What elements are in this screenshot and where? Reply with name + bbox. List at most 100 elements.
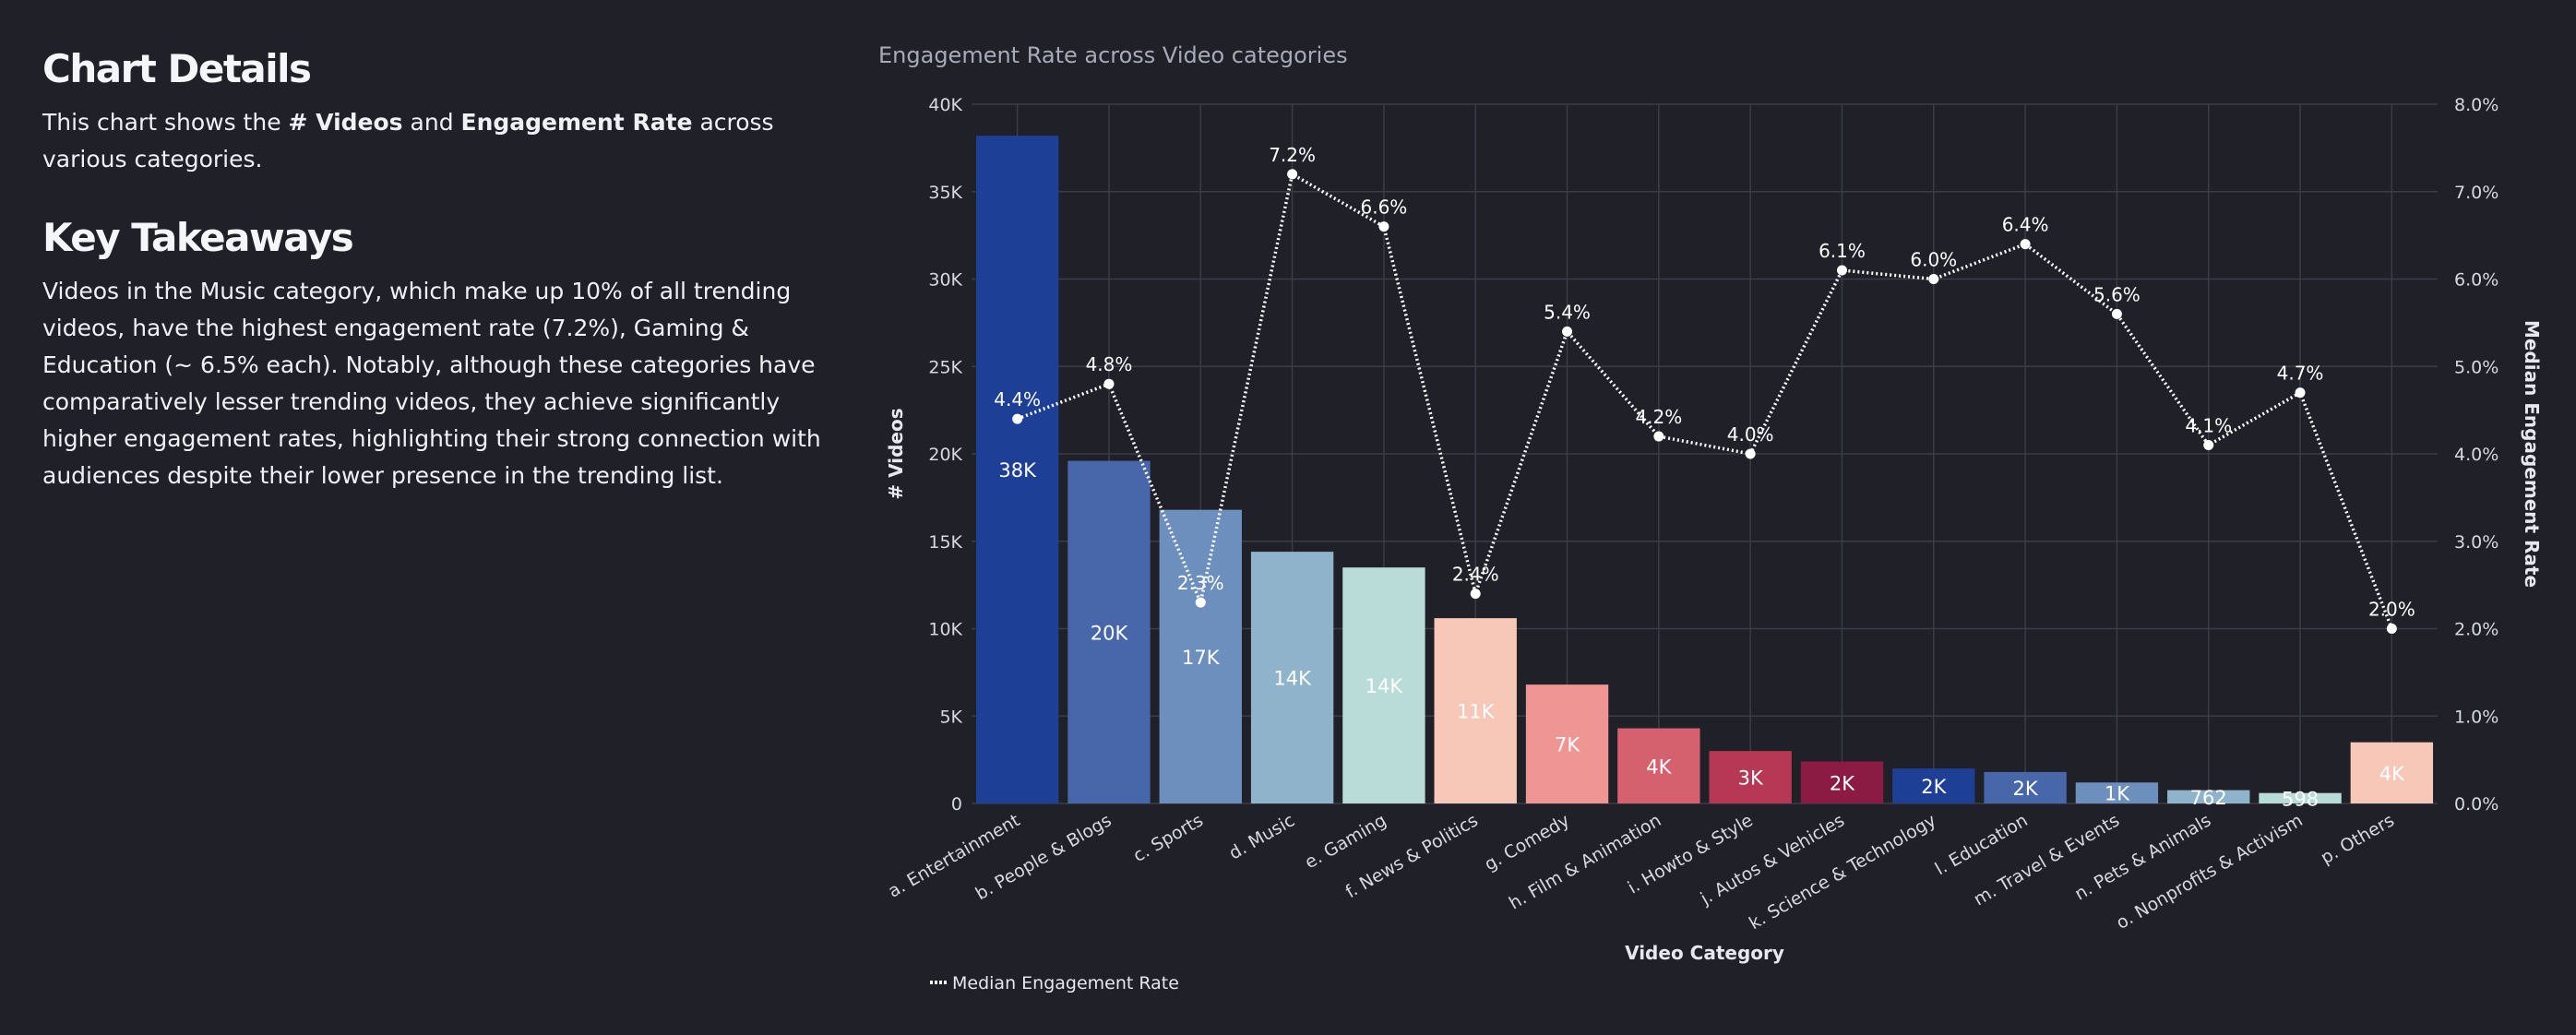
y-tick-label: 15K <box>928 532 962 553</box>
bar[interactable] <box>1709 751 1792 803</box>
x-tick-label: e. Gaming <box>1302 810 1390 873</box>
line-value-label: 7.2% <box>1269 144 1316 166</box>
y2-tick-label: 3.0% <box>2454 532 2498 553</box>
line-point[interactable] <box>1195 597 1206 608</box>
bar-value-label: 14K <box>1366 675 1404 697</box>
x-tick-label: h. Film & Animation <box>1506 810 1665 913</box>
chart-title: Engagement Rate across Video categories <box>878 42 1348 68</box>
line-value-label: 6.0% <box>1910 249 1957 271</box>
line-layer <box>1012 169 2397 634</box>
y-tick-label: 5K <box>939 707 962 727</box>
line-value-label: 2.4% <box>1452 564 1499 586</box>
y2-tick-label: 8.0% <box>2454 95 2498 115</box>
bar[interactable] <box>2350 742 2434 803</box>
chart-details-panel: Chart Details This chart shows the # Vid… <box>42 46 854 494</box>
chart-container: Engagement Rate across Video categories … <box>867 28 2546 1024</box>
bar[interactable] <box>2259 792 2342 803</box>
line-point[interactable] <box>1745 448 1756 459</box>
line-point[interactable] <box>2111 308 2122 319</box>
bar-value-label: 598 <box>2282 788 2319 810</box>
bar[interactable] <box>975 136 1059 804</box>
y-axis-title: # Videos <box>885 408 907 499</box>
bar-value-label: 38K <box>998 459 1037 482</box>
bar-value-label: 2K <box>1830 772 1855 794</box>
y2-tick-label: 7.0% <box>2454 183 2498 203</box>
details-text-part: and <box>402 109 461 136</box>
bar-value-label: 14K <box>1273 668 1312 690</box>
line-point[interactable] <box>1378 221 1389 232</box>
legend-label: Median Engagement Rate <box>952 973 1179 993</box>
x-tick-label: p. Others <box>2318 810 2398 868</box>
grid-layer <box>972 103 2438 804</box>
y-tick-label: 35K <box>928 183 962 203</box>
x-tick-label: d. Music <box>1225 810 1298 863</box>
line-value-label: 4.4% <box>994 388 1041 410</box>
bar-value-label: 1K <box>2105 783 2130 805</box>
bar[interactable] <box>1250 552 1334 803</box>
bar-value-label: 7K <box>1555 734 1580 756</box>
bar[interactable] <box>1159 509 1242 803</box>
details-text-part: across various categories. <box>42 109 774 172</box>
bar-layer <box>975 136 2434 804</box>
key-takeaways-text: Videos in the Music category, which make… <box>42 278 821 489</box>
chart-details-heading: Chart Details <box>42 46 312 91</box>
bar[interactable] <box>1617 728 1700 803</box>
y2-tick-label: 1.0% <box>2454 707 2498 727</box>
y-tick-label: 10K <box>928 620 962 640</box>
y2-tick-label: 2.0% <box>2454 620 2498 640</box>
line-point[interactable] <box>1012 413 1023 424</box>
details-bold-videos: # Videos <box>288 109 403 136</box>
line-point[interactable] <box>2203 440 2214 451</box>
line-value-label: 6.6% <box>1361 196 1408 219</box>
bar-value-label: 2K <box>2013 778 2039 800</box>
bar-value-label: 20K <box>1091 622 1129 644</box>
bar[interactable] <box>1984 771 2067 803</box>
line-point[interactable] <box>1470 589 1481 600</box>
x-tick-label: c. Sports <box>1130 810 1207 866</box>
line-value-label: 2.0% <box>2368 599 2415 621</box>
y-tick-label: 30K <box>928 270 962 291</box>
line-value-label: 5.4% <box>1544 301 1591 323</box>
line-value-label: 4.2% <box>1635 406 1682 428</box>
line-point[interactable] <box>1653 431 1664 442</box>
bar[interactable] <box>1892 768 1975 803</box>
line-point[interactable] <box>1287 169 1298 180</box>
y-tick-label: 20K <box>928 445 962 465</box>
y2-axis-title: Median Engagement Rate <box>2521 320 2543 588</box>
line-point[interactable] <box>2020 239 2031 250</box>
y-tick-label: 40K <box>928 95 962 115</box>
bar[interactable] <box>2075 782 2159 803</box>
line-value-label: 6.4% <box>2002 214 2049 236</box>
y2-tick-label: 4.0% <box>2454 445 2498 465</box>
x-axis-title: Video Category <box>1625 942 1784 964</box>
bar[interactable] <box>1800 761 1884 803</box>
engagement-chart: 38K 20K 17K 14K 14K 11K 7K 4K 3K 2K 2K 2K 1K 762 598 4K… <box>885 95 2543 993</box>
line-point[interactable] <box>1928 274 1939 284</box>
details-bold-engagement: Engagement Rate <box>460 109 693 136</box>
bar-value-label: 11K <box>1457 701 1496 723</box>
bar[interactable] <box>2167 790 2250 803</box>
bar-value-label: 4K <box>2379 763 2405 785</box>
line-point[interactable] <box>1562 326 1573 337</box>
bar[interactable] <box>1525 684 1609 803</box>
bar[interactable] <box>1067 460 1151 803</box>
engagement-line <box>1017 172 2393 630</box>
bar-value-label: 17K <box>1182 647 1221 669</box>
chart-details-text: This chart shows the # Videos and Engage… <box>42 104 854 178</box>
legend-layer[interactable]: Median Engagement Rate <box>930 973 1179 993</box>
line-point[interactable] <box>1836 265 1847 276</box>
line-point[interactable] <box>1103 378 1115 389</box>
label-layer: 38K 20K 17K 14K 14K 11K 7K 4K 3K 2K 2K 2K 1K 762 598 4K… <box>994 144 2415 811</box>
line-value-label: 4.7% <box>2277 363 2324 385</box>
key-takeaways-heading: Key Takeaways <box>42 215 354 260</box>
line-value-label: 4.8% <box>1086 353 1133 375</box>
line-point[interactable] <box>2295 387 2306 399</box>
line-point[interactable] <box>2386 624 2397 634</box>
line-value-label: 2.3% <box>1177 572 1224 594</box>
line-value-label: 6.1% <box>1819 240 1866 262</box>
bar-value-label: 2K <box>1921 776 1947 798</box>
y2-tick-label: 6.0% <box>2454 270 2498 291</box>
bar[interactable] <box>1342 567 1425 803</box>
bar[interactable] <box>1434 618 1517 803</box>
line-value-label: 4.1% <box>2185 415 2232 437</box>
